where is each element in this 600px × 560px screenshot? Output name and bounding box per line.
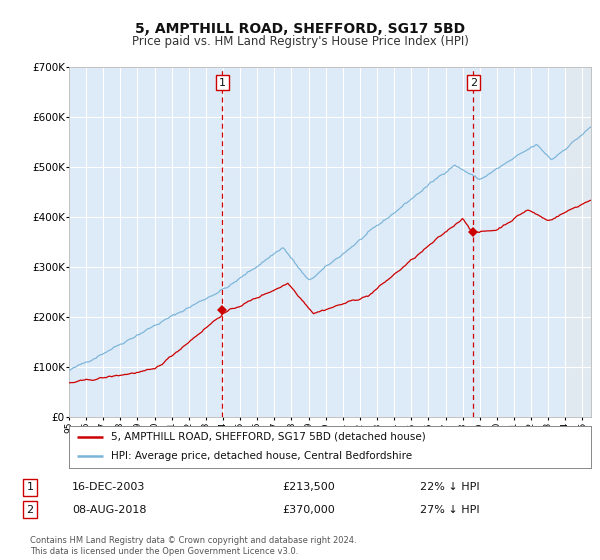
Text: £370,000: £370,000: [282, 505, 335, 515]
Text: 22% ↓ HPI: 22% ↓ HPI: [420, 482, 479, 492]
Bar: [565, 67, 591, 417]
Text: 5, AMPTHILL ROAD, SHEFFORD, SG17 5BD (detached house): 5, AMPTHILL ROAD, SHEFFORD, SG17 5BD (de…: [111, 432, 425, 442]
Bar: [565, 67, 591, 417]
Text: 5, AMPTHILL ROAD, SHEFFORD, SG17 5BD: 5, AMPTHILL ROAD, SHEFFORD, SG17 5BD: [135, 22, 465, 36]
Text: Contains HM Land Registry data © Crown copyright and database right 2024.
This d: Contains HM Land Registry data © Crown c…: [30, 536, 356, 556]
Text: 1: 1: [26, 482, 34, 492]
Text: £213,500: £213,500: [282, 482, 335, 492]
Text: Price paid vs. HM Land Registry's House Price Index (HPI): Price paid vs. HM Land Registry's House …: [131, 35, 469, 48]
Text: 2: 2: [470, 78, 477, 88]
Text: 2: 2: [26, 505, 34, 515]
Text: 27% ↓ HPI: 27% ↓ HPI: [420, 505, 479, 515]
Text: 16-DEC-2003: 16-DEC-2003: [72, 482, 145, 492]
Text: HPI: Average price, detached house, Central Bedfordshire: HPI: Average price, detached house, Cent…: [111, 451, 412, 461]
Text: 1: 1: [219, 78, 226, 88]
Text: 08-AUG-2018: 08-AUG-2018: [72, 505, 146, 515]
